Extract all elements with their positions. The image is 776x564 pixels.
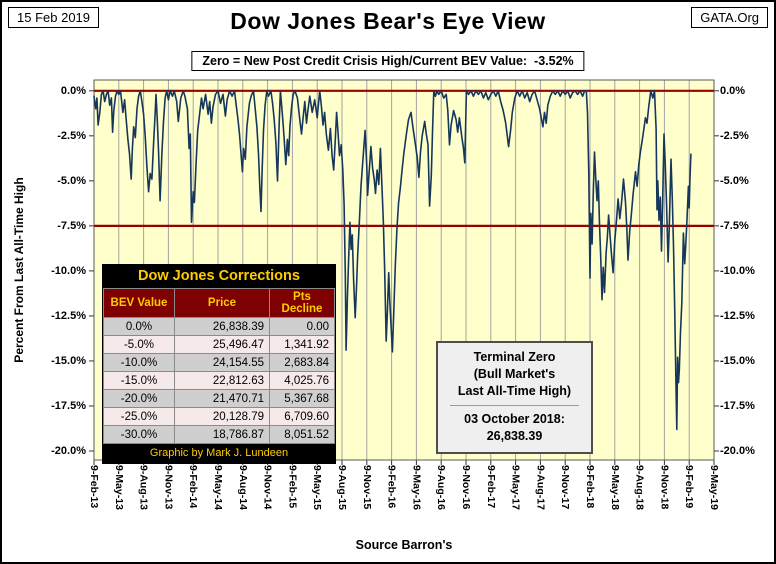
y-tick-label: -5.0% <box>720 174 749 187</box>
terminal-zero-annotation: Terminal Zero (Bull Market's Last All-Ti… <box>436 341 593 454</box>
corrections-table-row: -25.0% 20,128.79 6,709.60 <box>103 407 335 426</box>
corrections-table-row: -5.0% 25,496.47 1,341.92 <box>103 335 335 354</box>
corrections-table-cell: 24,154.55 <box>174 353 270 372</box>
terminal-zero-line: (Bull Market's <box>473 367 556 381</box>
x-tick-label: 9-Aug-17 <box>534 465 547 510</box>
corrections-column-header: BEV Value <box>103 288 175 318</box>
y-axis-title: Percent From Last All-Time High <box>12 177 26 363</box>
x-tick-label: 9-May-13 <box>112 465 125 510</box>
corrections-table-title: Dow Jones Corrections <box>138 268 300 284</box>
x-tick-label: 9-May-17 <box>509 465 522 510</box>
x-tick-label: 9-Feb-17 <box>484 465 497 509</box>
x-tick-label: 9-May-18 <box>608 465 621 510</box>
y-tick-label: -17.5% <box>51 399 86 412</box>
y-tick-label: -15.0% <box>51 354 86 367</box>
corrections-table-cell: -20.0% <box>103 389 175 408</box>
y-tick-label: -7.5% <box>720 219 749 232</box>
plot-frame <box>93 79 715 461</box>
corrections-table-cell: -15.0% <box>103 371 175 390</box>
x-axis-source-label: Source Barron's <box>355 538 453 552</box>
x-tick-label: 9-Aug-15 <box>336 465 348 510</box>
corrections-table-cell: 25,496.47 <box>174 335 270 354</box>
x-tick-label: 9-Aug-14 <box>236 465 249 510</box>
corrections-table-cell: 22,812.63 <box>174 371 270 390</box>
corrections-table-cell: -5.0% <box>103 335 175 354</box>
corrections-table-cell: 2,683.84 <box>269 353 335 372</box>
x-tick-label: 9-Nov-15 <box>360 465 373 510</box>
y-tick-label: -20.0% <box>720 444 755 457</box>
subtitle-note: Zero = New Post Credit Crisis High/Curre… <box>191 51 585 71</box>
corrections-table-cell: -25.0% <box>103 407 175 426</box>
corrections-table-cell: -30.0% <box>103 425 175 444</box>
y-tick-label: -2.5% <box>720 129 749 142</box>
corrections-table: Dow Jones Corrections BEV Value Price Pts … <box>102 264 336 464</box>
y-tick-label: -17.5% <box>720 399 755 412</box>
x-tick-label: 9-Feb-16 <box>385 465 398 509</box>
x-tick-label: 9-May-14 <box>212 465 224 510</box>
y-tick-label: -2.5% <box>57 129 86 142</box>
x-tick-label: 9-May-15 <box>311 465 324 510</box>
corrections-column-header: Pts Decline <box>269 288 335 318</box>
corrections-table-cell: 6,709.60 <box>269 407 335 426</box>
corrections-table-cell: 20,128.79 <box>174 407 270 426</box>
chart-title: Dow Jones Bear's Eye View <box>230 8 546 34</box>
y-tick-label: -7.5% <box>57 219 86 232</box>
terminal-zero-line: 26,838.39 <box>486 429 543 443</box>
x-tick-label: 9-Nov-17 <box>559 465 572 510</box>
corrections-column-header: Price <box>174 288 270 318</box>
corrections-table-row: -20.0% 21,470.71 5,367.68 <box>103 389 335 408</box>
corrections-table-cell: 21,470.71 <box>174 389 270 408</box>
x-tick-label: 9-Feb-13 <box>88 465 100 509</box>
corrections-table-cell: 8,051.52 <box>269 425 335 444</box>
date-box: 15 Feb 2019 <box>8 7 100 28</box>
terminal-zero-line: Last All-Time High) <box>457 384 572 398</box>
y-tick-label: -10.0% <box>51 264 86 277</box>
x-tick-label: 9-Nov-13 <box>162 465 175 510</box>
y-tick-label: 0.0% <box>60 84 86 97</box>
x-tick-label: 9-Nov-14 <box>261 465 274 510</box>
corrections-table-cell: 1,341.92 <box>269 335 335 354</box>
corrections-header-row: BEV Value Price Pts Decline <box>103 288 335 318</box>
corrections-table-cell: 5,367.68 <box>269 389 335 408</box>
corrections-table-cell: 0.00 <box>269 317 335 336</box>
x-tick-label: 9-Aug-16 <box>435 465 448 510</box>
x-tick-label: 9-Aug-18 <box>633 465 646 510</box>
corrections-table-cell: 26,838.39 <box>174 317 270 336</box>
terminal-zero-line: 03 October 2018: <box>464 412 565 426</box>
y-tick-label: -15.0% <box>720 354 755 367</box>
corrections-table-cell: 4,025.76 <box>269 371 335 390</box>
corrections-table-row: -15.0% 22,812.63 4,025.76 <box>103 371 335 390</box>
x-tick-label: 9-Aug-13 <box>137 465 150 510</box>
corrections-table-cell: -10.0% <box>103 353 175 372</box>
corrections-table-grid: BEV Value Price Pts Decline 0.0% 26,838.39 0… <box>103 288 335 444</box>
x-tick-label: 9-May-16 <box>410 465 423 510</box>
bev-line-series <box>93 90 692 431</box>
corrections-table-row: -10.0% 24,154.55 2,683.84 <box>103 353 335 372</box>
corrections-table-row: -30.0% 18,786.87 8,051.52 <box>103 425 335 444</box>
y-tick-label: -10.0% <box>720 264 755 277</box>
x-tick-label: 9-Feb-18 <box>584 465 596 509</box>
y-tick-label: 0.0% <box>720 84 746 97</box>
corrections-table-row: 0.0% 26,838.39 0.00 <box>103 317 335 336</box>
terminal-zero-divider <box>450 405 579 406</box>
x-tick-label: 9-Feb-15 <box>286 465 299 509</box>
source-site-box: GATA.Org <box>691 7 768 28</box>
y-tick-label: -12.5% <box>51 309 86 322</box>
y-tick-label: -5.0% <box>57 174 86 187</box>
x-tick-label: 9-Feb-19 <box>683 465 696 509</box>
x-tick-label: 9-Nov-18 <box>658 465 671 510</box>
corrections-table-footer: Graphic by Mark J. Lundeen <box>149 447 289 459</box>
x-tick-label: 9-May-19 <box>708 465 720 510</box>
x-tick-label: 9-Feb-14 <box>187 465 200 509</box>
y-tick-label: -12.5% <box>720 309 755 322</box>
corrections-table-cell: 0.0% <box>103 317 175 336</box>
y-tick-label: -20.0% <box>51 444 86 457</box>
terminal-zero-line: Terminal Zero <box>473 350 556 364</box>
corrections-table-cell: 18,786.87 <box>174 425 270 444</box>
x-tick-label: 9-Nov-16 <box>460 465 472 510</box>
